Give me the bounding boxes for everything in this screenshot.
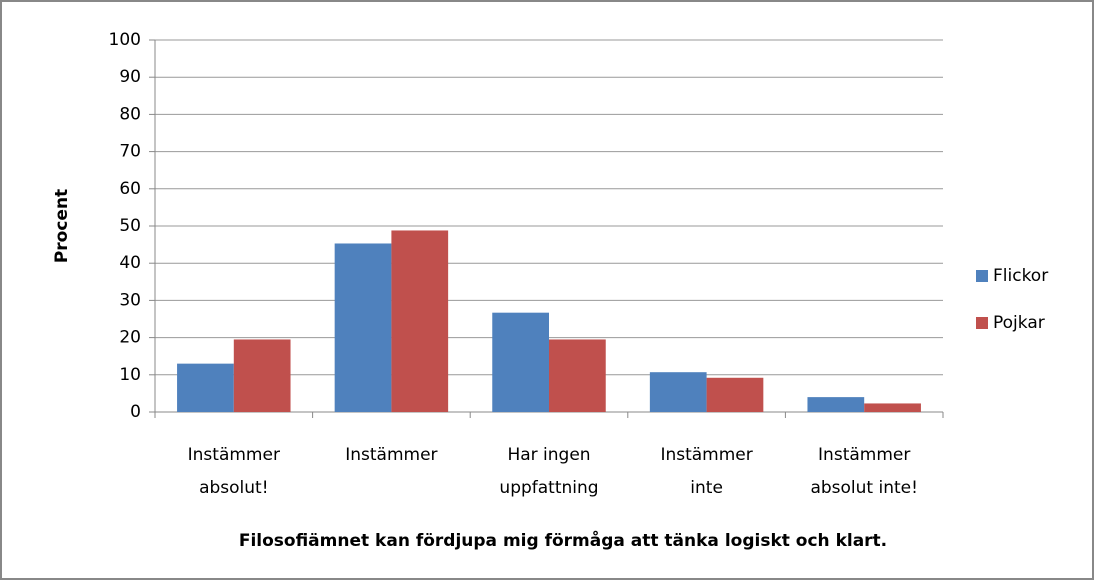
legend-swatch	[976, 270, 988, 282]
x-tick-label: Har ingen	[507, 445, 590, 465]
x-tick-label: uppfattning	[499, 478, 598, 498]
y-tick-label: 70	[119, 142, 141, 162]
chart-title: Filosofiämnet kan fördjupa mig förmåga a…	[239, 529, 887, 551]
y-tick-label: 60	[119, 179, 141, 199]
x-tick-label: inte	[690, 478, 723, 498]
bar	[649, 372, 707, 412]
bar	[807, 397, 865, 412]
bar	[864, 403, 921, 412]
y-tick-label: 90	[119, 67, 141, 87]
x-tick-label: absolut inte!	[810, 478, 917, 498]
y-axis-label: Procent	[52, 189, 72, 263]
legend-swatch	[976, 317, 988, 329]
y-tick-label: 100	[109, 30, 141, 50]
legend-label: Pojkar	[993, 313, 1045, 333]
x-tick-label: absolut!	[199, 478, 268, 498]
bar	[177, 363, 234, 412]
y-tick-label: 0	[130, 402, 141, 422]
x-tick-label: Instämmer	[345, 445, 437, 465]
y-tick-label: 20	[119, 328, 141, 348]
x-tick-label: Instämmer	[188, 445, 280, 465]
bar	[334, 243, 392, 412]
x-tick-label: Instämmer	[818, 445, 910, 465]
bar	[391, 230, 449, 412]
legend-label: Flickor	[993, 266, 1048, 286]
bar	[549, 339, 606, 412]
x-tick-label: Instämmer	[660, 445, 752, 465]
y-tick-label: 50	[119, 216, 141, 236]
y-tick-label: 40	[119, 253, 141, 273]
y-tick-label: 80	[119, 104, 141, 124]
bar	[492, 312, 549, 412]
bar	[233, 339, 291, 412]
y-tick-label: 30	[119, 290, 141, 310]
bar	[706, 377, 764, 412]
y-tick-label: 10	[119, 365, 141, 385]
